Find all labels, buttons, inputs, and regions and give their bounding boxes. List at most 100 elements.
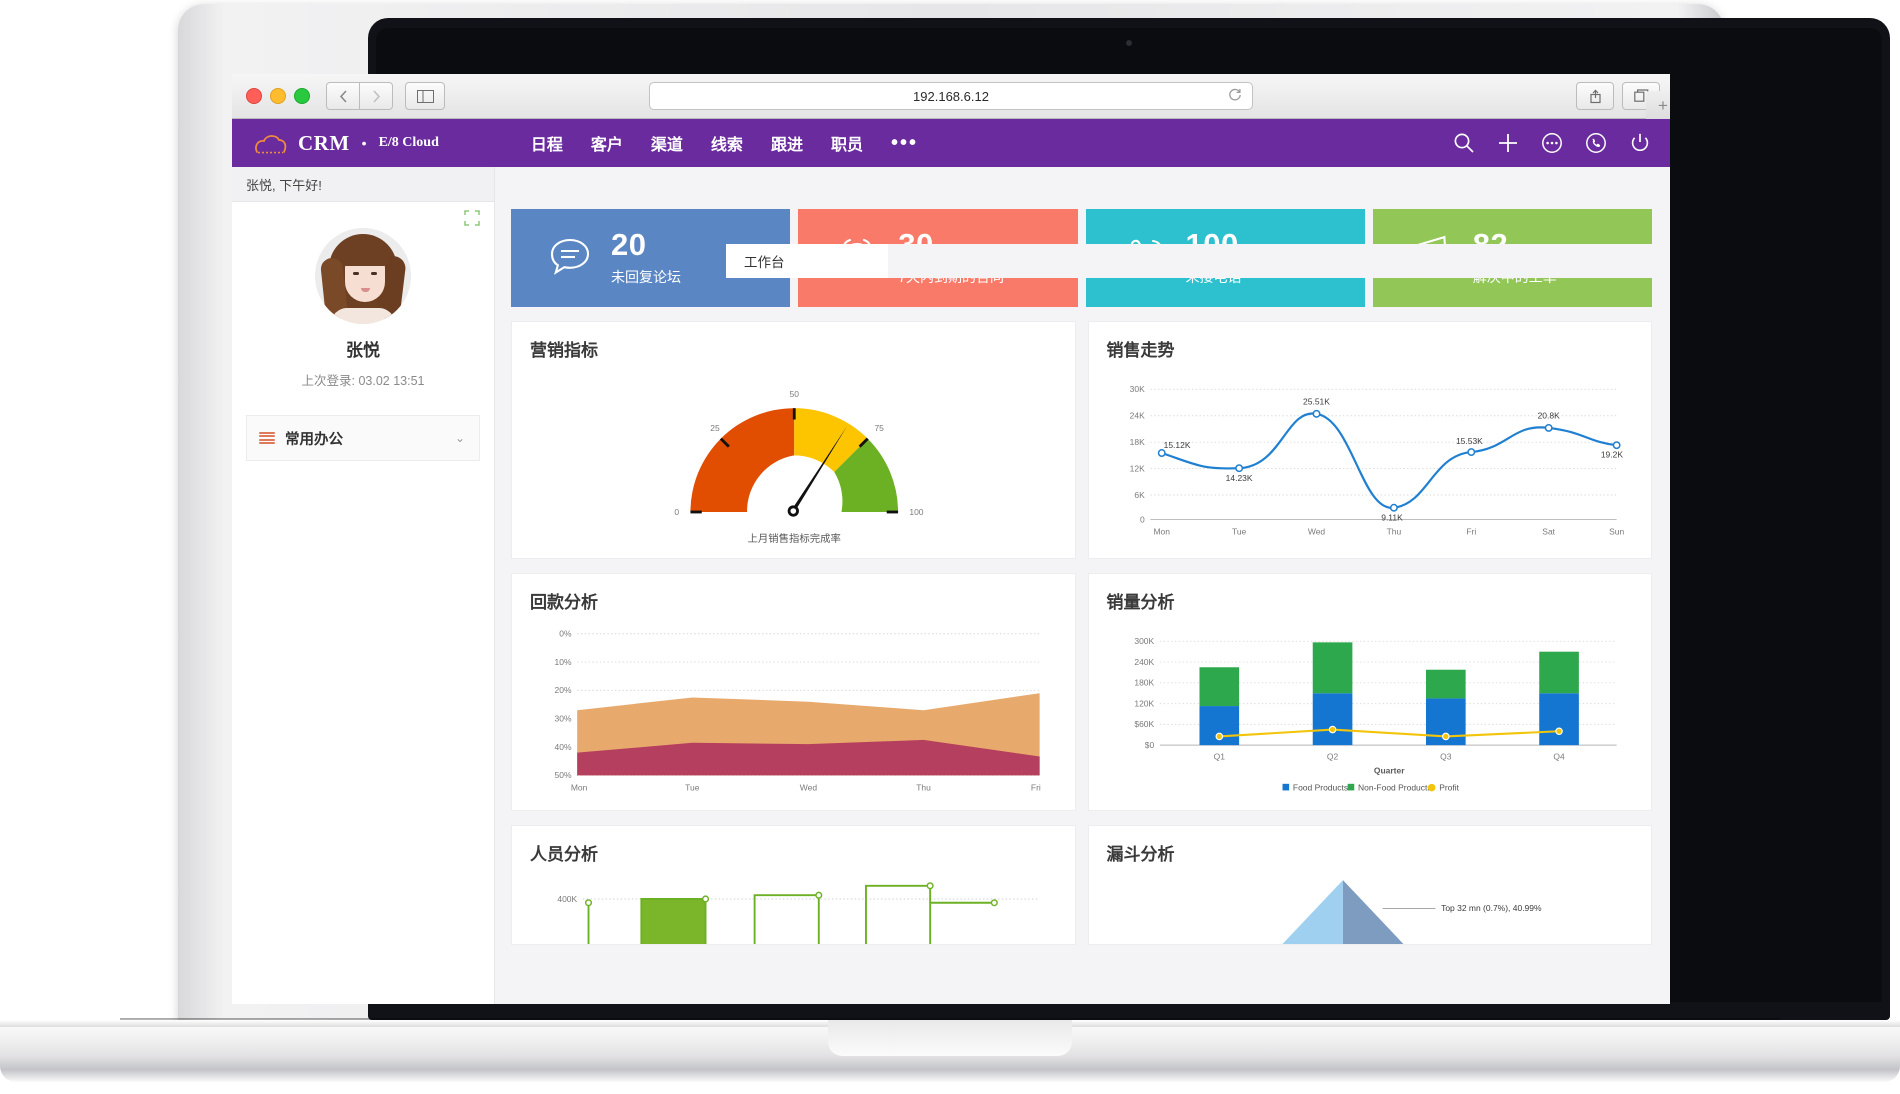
- y-tick-50: 50%: [555, 770, 572, 780]
- y-tick-60k: $60K: [1134, 719, 1154, 729]
- laptop-base-notch: [828, 1020, 1072, 1056]
- header-actions: [1452, 131, 1652, 155]
- nav-buttons: [326, 82, 393, 110]
- forward-button[interactable]: [360, 82, 393, 110]
- y-tick-120k: 120K: [1134, 698, 1154, 708]
- back-button[interactable]: [326, 82, 360, 110]
- x-tick-q1: Q1: [1213, 751, 1225, 761]
- x-axis-label: Quarter: [1373, 765, 1404, 775]
- y-tick-20: 20%: [555, 685, 572, 695]
- chat-icon: [545, 233, 595, 283]
- nav-customers[interactable]: 客户: [590, 137, 623, 154]
- x-tick-mon: Mon: [571, 782, 588, 792]
- point-label-wed: 25.51K: [1303, 396, 1330, 406]
- avatar-wrap[interactable]: [232, 228, 494, 324]
- plus-icon[interactable]: [1496, 131, 1520, 155]
- maximize-button[interactable]: [294, 88, 310, 104]
- x-tick-sat: Sat: [1542, 527, 1555, 537]
- panel-title: 回款分析: [530, 593, 598, 612]
- app-body: 张悦, 下午好!: [232, 167, 1670, 1004]
- profit-line: [1218, 728, 1559, 738]
- x-tick-q4: Q4: [1553, 751, 1565, 761]
- x-tick-thu: Thu: [1386, 527, 1401, 537]
- power-icon[interactable]: [1628, 131, 1652, 155]
- charts-row-2: 回款分析 0% 10% 2: [511, 573, 1652, 811]
- personnel-chart: 400K: [557, 882, 1040, 944]
- browser-toolbar: 192.168.6.12 +: [232, 74, 1670, 121]
- share-icon[interactable]: [1576, 82, 1614, 110]
- address-bar[interactable]: 192.168.6.12: [649, 82, 1253, 110]
- hamburger-icon: [259, 432, 275, 444]
- avatar[interactable]: [315, 228, 411, 324]
- gauge-chart: 0 25 50 75 100 上月销售指标完成率: [674, 389, 923, 545]
- top-navigation: 日程 客户 渠道 线索 跟进 职员 •••: [531, 131, 918, 155]
- more-circle-icon[interactable]: [1540, 131, 1564, 155]
- y-tick-180k: 180K: [1134, 678, 1154, 688]
- legend-nonfood: Non-Food Products: [1358, 782, 1432, 792]
- reload-icon[interactable]: [1228, 88, 1242, 105]
- panel-title: 销量分析: [1106, 593, 1175, 612]
- sidebar-toggle-icon[interactable]: [405, 82, 445, 110]
- panel-funnel-analysis: 漏斗分析 Top 32 mn (0.7%), 40.99%: [1087, 825, 1652, 945]
- sidebar-item-common-office[interactable]: 常用办公 ⌄: [246, 415, 480, 461]
- nav-schedule[interactable]: 日程: [530, 137, 563, 154]
- minimize-button[interactable]: [270, 88, 286, 104]
- point-label-sat: 20.8K: [1537, 411, 1560, 421]
- nav-followup[interactable]: 跟进: [770, 137, 803, 154]
- y-tick-24k: 24K: [1129, 411, 1144, 421]
- y-tick-18k: 18K: [1129, 437, 1144, 447]
- sidebar: 张悦, 下午好!: [232, 167, 495, 1004]
- nav-staff[interactable]: 职员: [830, 137, 863, 154]
- x-tick-wed: Wed: [800, 782, 818, 792]
- gauge-caption: 上月销售指标完成率: [748, 532, 841, 545]
- y-tick-30k: 30K: [1129, 384, 1144, 394]
- brand[interactable]: CRM • E/8 Cloud: [254, 131, 439, 156]
- point-label-mon: 15.12K: [1163, 440, 1190, 450]
- y-tick-30: 30%: [555, 714, 572, 724]
- gauge-tick-50: 50: [790, 389, 800, 399]
- search-icon[interactable]: [1452, 131, 1476, 155]
- panel-title: 销售走势: [1106, 341, 1175, 360]
- panel-marketing-gauge: 营销指标 0 25: [511, 321, 1076, 559]
- y-tick-300k: 300K: [1134, 636, 1154, 646]
- new-tab-button[interactable]: +: [1646, 91, 1670, 121]
- gauge-tick-100: 100: [909, 507, 923, 517]
- user-name: 张悦: [346, 341, 380, 360]
- area-series-lower: [577, 739, 1040, 776]
- y-tick-0: 0: [1140, 514, 1145, 524]
- x-tick-thu: Thu: [916, 782, 931, 792]
- panel-title: 营销指标: [530, 341, 598, 360]
- expand-icon[interactable]: [464, 210, 480, 226]
- x-tick-tue: Tue: [1231, 527, 1246, 537]
- nav-channels[interactable]: 渠道: [650, 137, 683, 154]
- x-tick-sun: Sun: [1609, 527, 1624, 537]
- cloud-icon: [254, 132, 288, 154]
- line-chart: 0 6K 12K 18K 24K 30K: [1129, 384, 1624, 537]
- bar-group-q2: [1312, 642, 1352, 746]
- panel-sales-volume: 销量分析 $0 $60K 12: [1087, 573, 1652, 811]
- y-tick-40: 40%: [555, 742, 572, 752]
- close-button[interactable]: [246, 88, 262, 104]
- tab-strip: 工作台: [726, 244, 1670, 278]
- y-tick-240k: 240K: [1134, 657, 1154, 667]
- nav-more-button[interactable]: •••: [890, 132, 918, 154]
- url-text: 192.168.6.12: [913, 88, 989, 104]
- browser-window: 192.168.6.12 +: [232, 74, 1670, 1004]
- chevron-down-icon[interactable]: ⌄: [454, 431, 465, 445]
- panel-sales-trend: 销售走势 0 6K 12K: [1087, 321, 1652, 559]
- phone-circle-icon[interactable]: [1584, 131, 1608, 155]
- kpi-value: 20: [611, 227, 647, 262]
- sidebar-item-label: 常用办公: [285, 431, 343, 448]
- window-controls[interactable]: [246, 88, 310, 104]
- funnel-chart: Top 32 mn (0.7%), 40.99%: [1281, 880, 1541, 944]
- tab-workbench[interactable]: 工作台: [726, 244, 888, 278]
- charts-row-1: 营销指标 0 25: [511, 321, 1652, 559]
- gauge-tick-75: 75: [874, 423, 884, 433]
- gauge-tick-0: 0: [674, 507, 679, 517]
- bar-group-q1: [1198, 667, 1239, 746]
- nav-leads[interactable]: 线索: [710, 137, 743, 154]
- x-tick-fri: Fri: [1466, 527, 1476, 537]
- panel-title: 漏斗分析: [1106, 845, 1175, 864]
- laptop-base: [0, 1020, 1900, 1082]
